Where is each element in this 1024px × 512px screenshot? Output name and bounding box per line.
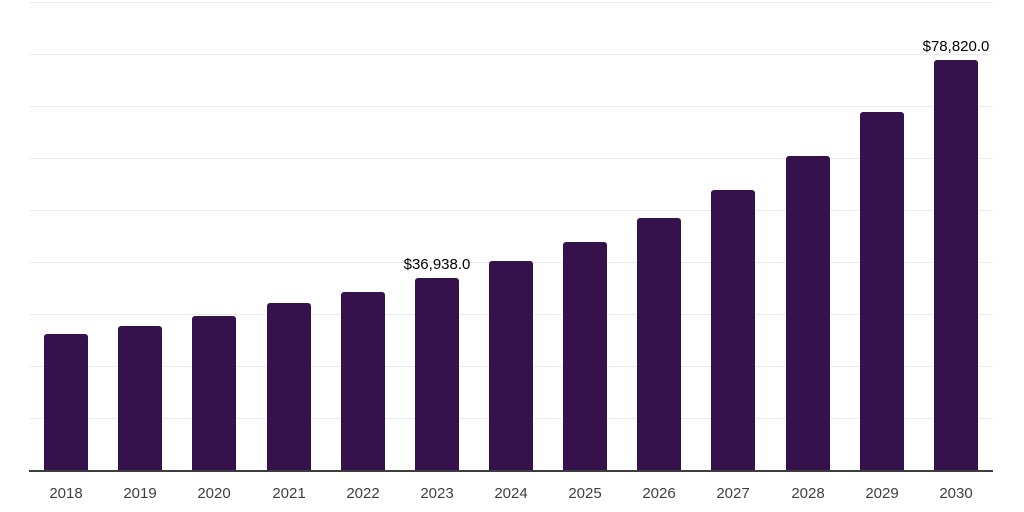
x-tick-2028: 2028: [791, 485, 825, 502]
x-tick-2030: 2030: [939, 485, 973, 502]
x-tick-2027: 2027: [716, 485, 750, 502]
x-tick-2022: 2022: [346, 485, 380, 502]
bar-2018: [44, 334, 88, 470]
x-tick-2029: 2029: [865, 485, 899, 502]
bar-2028: [786, 156, 830, 470]
bar-2029: [860, 112, 904, 470]
x-tick-2026: 2026: [642, 485, 676, 502]
gridline-90000: [29, 2, 993, 3]
x-tick-2024: 2024: [494, 485, 528, 502]
gridline-60000: [29, 158, 993, 159]
gridline-50000: [29, 210, 993, 211]
bar-2022: [341, 292, 385, 470]
bar-2026: [637, 218, 681, 470]
x-tick-2020: 2020: [197, 485, 231, 502]
gridline-70000: [29, 106, 993, 107]
x-tick-2019: 2019: [123, 485, 157, 502]
bar-2021: [267, 303, 311, 470]
x-tick-2021: 2021: [272, 485, 306, 502]
gridline-80000: [29, 54, 993, 55]
bar-2030: [934, 60, 978, 470]
x-axis-line: [29, 470, 993, 472]
x-tick-2023: 2023: [420, 485, 454, 502]
bar-2027: [711, 190, 755, 470]
bar-2019: [118, 326, 162, 470]
bar-2025: [563, 242, 607, 470]
value-label-2023: $36,938.0: [403, 256, 471, 273]
bar-2023: [415, 278, 459, 470]
bar-2020: [192, 316, 236, 470]
x-tick-2018: 2018: [49, 485, 83, 502]
x-tick-2025: 2025: [568, 485, 602, 502]
value-label-2030: $78,820.0: [922, 38, 990, 55]
bar-2024: [489, 261, 533, 470]
